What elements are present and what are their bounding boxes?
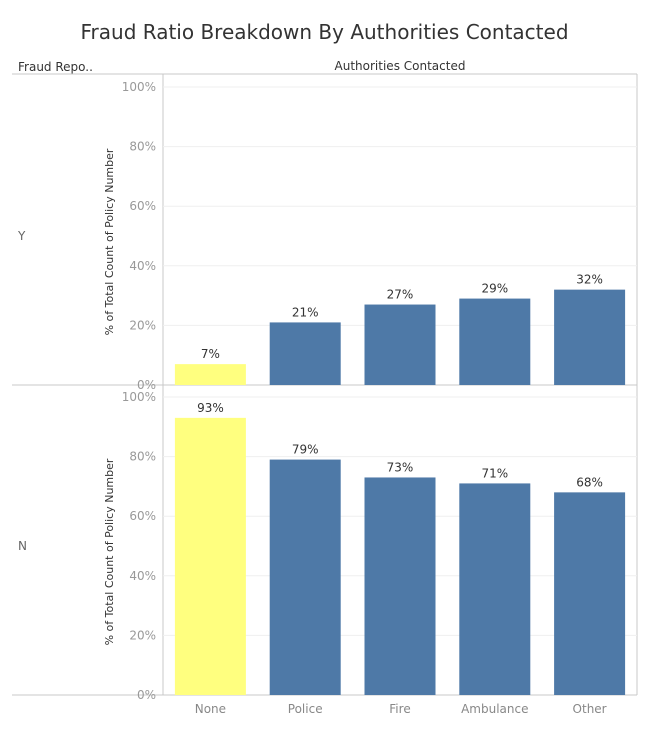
y-tick-label: 100%	[122, 390, 156, 404]
row-header: Fraud Repo..	[18, 60, 93, 74]
data-label: 7%	[201, 347, 220, 361]
data-label: 68%	[576, 475, 603, 489]
x-category-label: Fire	[389, 702, 410, 716]
data-label: 32%	[576, 273, 603, 287]
chart-title: Fraud Ratio Breakdown By Authorities Con…	[80, 20, 568, 44]
data-label: 29%	[481, 282, 508, 296]
data-label: 73%	[387, 460, 414, 474]
bar-n-other	[554, 492, 626, 695]
bar-y-police	[269, 322, 341, 385]
y-tick-label: 40%	[129, 259, 156, 273]
y-tick-label: 80%	[129, 450, 156, 464]
y-tick-label: 60%	[129, 199, 156, 213]
row-label-y: Y	[17, 229, 26, 243]
data-label: 79%	[292, 443, 319, 457]
bar-y-ambulance	[459, 298, 531, 385]
data-label: 27%	[387, 288, 414, 302]
bar-y-none	[174, 364, 246, 385]
data-label: 21%	[292, 305, 319, 319]
bar-n-none	[174, 417, 246, 695]
y-tick-label: 80%	[129, 140, 156, 154]
bar-y-fire	[364, 304, 436, 385]
x-category-label: Ambulance	[461, 702, 528, 716]
y-tick-label: 0%	[137, 378, 156, 392]
bar-y-other	[554, 289, 626, 385]
x-category-label: Police	[288, 702, 323, 716]
bar-n-police	[269, 459, 341, 695]
bar-n-ambulance	[459, 483, 531, 695]
y-tick-label: 100%	[122, 80, 156, 94]
y-tick-label: 20%	[129, 318, 156, 332]
x-category-label: None	[195, 702, 226, 716]
data-label: 71%	[481, 466, 508, 480]
column-header: Authorities Contacted	[335, 59, 466, 73]
y-tick-label: 0%	[137, 688, 156, 702]
row-label-n: N	[18, 539, 27, 553]
y-tick-label: 40%	[129, 569, 156, 583]
bar-n-fire	[364, 477, 436, 695]
y-tick-label: 20%	[129, 628, 156, 642]
data-label: 93%	[197, 401, 224, 415]
y-axis-title: % of Total Count of Policy Number	[103, 148, 116, 335]
y-tick-label: 60%	[129, 509, 156, 523]
x-category-label: Other	[573, 702, 607, 716]
y-axis-title: % of Total Count of Policy Number	[103, 458, 116, 645]
